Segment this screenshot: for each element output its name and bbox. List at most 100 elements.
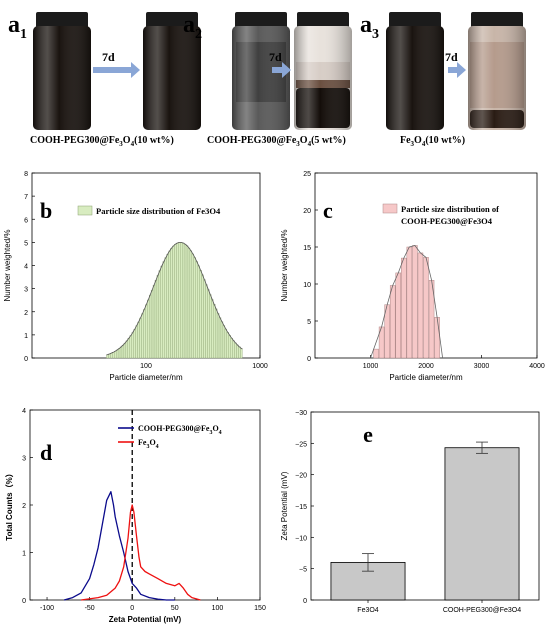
y-tick-label: 0 (24, 356, 28, 363)
bar (156, 275, 160, 359)
x-tick-label: 3000 (474, 363, 490, 370)
bar (110, 353, 113, 359)
arrow-icon (131, 62, 140, 78)
chart-d: 0 1 2 3 4 -100 -50 0 50 100 150 COOH-PEG300@Fe3O4 Fe… (4, 408, 266, 624)
legend-label-1: Particle size distribution of (401, 204, 499, 214)
y-tick-label: 2 (24, 310, 28, 317)
bar (238, 346, 241, 359)
bar (147, 299, 150, 359)
arrow-shaft (93, 67, 132, 73)
bar (131, 332, 134, 359)
x-tick-label: 1000 (252, 363, 268, 370)
bar (137, 321, 140, 359)
bar (214, 308, 218, 359)
vial-cap (471, 12, 523, 28)
x-tick-label: 2000 (418, 363, 434, 370)
panel-a: a1 7d COOH-PEG300@Fe3O4(10 wt%) a2 7d COOH-PE… (0, 0, 550, 165)
chart-e: 0 −5 −10 −15 −20 −25 −30 Fe3O4 COOH-PEG300@Fe3O4… (280, 410, 540, 614)
letter-sub: 1 (20, 26, 27, 42)
arrow-label: 7d (269, 50, 282, 64)
bar (123, 342, 127, 359)
legend-swatch (77, 205, 93, 216)
y-tick-label: 5 (24, 240, 28, 247)
y-tick-label: 1 (24, 333, 28, 340)
legend-label-2: COOH-PEG300@Fe3O4 (401, 216, 493, 226)
vial-a1-before (33, 12, 91, 130)
x-tick-label: -50 (85, 605, 95, 612)
bar (228, 335, 231, 359)
bar (160, 265, 163, 359)
bar (168, 250, 171, 359)
letter-sub: 3 (372, 26, 379, 42)
y-tick-label: 20 (303, 208, 311, 215)
bar (119, 346, 123, 359)
y-tick-label: −30 (295, 410, 307, 417)
y-tick-label: −5 (299, 567, 307, 574)
bar (199, 269, 202, 359)
chart-b: 0 1 2 3 4 5 6 7 8 100 1000 Particle size distributi… (3, 171, 268, 382)
bar (154, 280, 158, 359)
series-line-1 (81, 504, 201, 601)
legend-swatch (382, 203, 398, 214)
panel-letter-d: d (40, 440, 52, 465)
x-tick-label: 100 (140, 363, 152, 370)
x-axis-label: Particle diameter/nm (109, 373, 183, 382)
bar (222, 325, 226, 359)
x-tick-label: -100 (40, 605, 54, 612)
x-tick-label: 0 (130, 605, 134, 612)
y-tick-label: 25 (303, 171, 311, 178)
x-tick-label: COOH-PEG300@Fe3O4 (443, 607, 521, 614)
bar (141, 313, 144, 359)
bar (209, 294, 212, 359)
y-axis-label: Total Counts（%） (4, 469, 14, 540)
vial-cap (389, 12, 441, 28)
bar (207, 289, 210, 359)
bar (152, 284, 156, 359)
bar (150, 289, 154, 359)
y-tick-label: 15 (303, 245, 311, 252)
vial-photos (33, 12, 526, 130)
y-tick-label: −20 (295, 473, 307, 480)
y-tick-label: 3 (22, 456, 26, 463)
bar (189, 250, 193, 359)
bar (125, 340, 128, 359)
bar (211, 299, 214, 359)
bar (434, 317, 440, 359)
bar (213, 304, 216, 359)
vial-caption: Fe3O4(10 wt%) (400, 135, 466, 148)
bar (218, 317, 222, 359)
bar (143, 309, 146, 359)
bar (172, 245, 175, 359)
bar (180, 242, 183, 359)
x-tick-label: 1000 (363, 363, 379, 370)
y-axis-label: Number weighted/% (280, 229, 289, 301)
x-axis-label: Zeta Potential (mV) (109, 615, 182, 624)
vial-a1-after (143, 12, 201, 130)
y-tick-label: 10 (303, 282, 311, 289)
bar (114, 351, 117, 359)
arrow-shaft (448, 67, 458, 73)
panel-letter-a3: a3 (360, 12, 379, 43)
y-axis-label: Number weighted/% (3, 229, 12, 301)
y-tick-label: 0 (303, 598, 307, 605)
vial-cap (235, 12, 287, 28)
arrow-icon (282, 62, 291, 78)
bar (395, 272, 401, 359)
y-tick-label: −25 (295, 441, 307, 448)
vial-glass-shine (143, 26, 201, 130)
bar (129, 335, 132, 359)
bar (193, 257, 196, 359)
y-tick-label: 0 (307, 356, 311, 363)
bar (145, 304, 148, 359)
panel-letter-b: b (40, 198, 52, 223)
vial-glass-shine (294, 26, 352, 130)
vial-caption: COOH-PEG300@Fe3O4(5 wt%) (207, 135, 346, 148)
arrow-shaft (272, 67, 283, 73)
bar (423, 257, 429, 359)
vial-glass-shine (468, 26, 526, 130)
arrow-label: 7d (445, 50, 458, 64)
legend-label: Fe3O4 (138, 438, 159, 450)
fit-curve (106, 242, 243, 356)
bar (216, 313, 220, 359)
x-tick-label: Fe3O4 (357, 607, 379, 614)
